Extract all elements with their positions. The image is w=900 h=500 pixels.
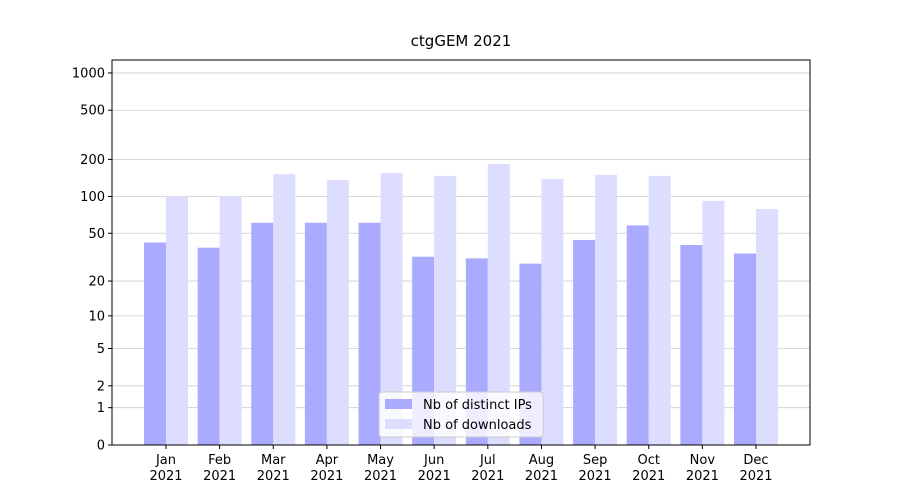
bar (648, 175, 671, 445)
y-tick-label: 1 (97, 401, 105, 416)
x-tick-label: Jul 2021 (471, 453, 505, 484)
legend-label: Nb of distinct IPs (423, 398, 532, 413)
bar (595, 174, 618, 445)
plot-frame (111, 59, 811, 446)
y-tick-label: 2 (97, 379, 105, 394)
bar (358, 222, 381, 445)
x-tick-label: Dec 2021 (739, 453, 773, 484)
bar (144, 242, 166, 445)
x-tick-label: Jan 2021 (149, 453, 183, 484)
y-tick-label: 20 (88, 275, 105, 290)
x-tick-label: Aug 2021 (524, 453, 558, 484)
bar (166, 196, 188, 445)
bar (702, 200, 725, 445)
bar (734, 253, 756, 445)
bar (756, 209, 778, 445)
bar (541, 178, 564, 445)
y-tick-label: 1000 (72, 66, 105, 81)
chart-title: ctgGEM 2021 (411, 32, 512, 50)
x-tick-label: May 2021 (363, 453, 398, 484)
bar (273, 174, 296, 446)
legend-label: Nb of downloads (423, 418, 532, 433)
y-tick-label: 500 (80, 104, 105, 119)
bar (304, 222, 327, 445)
y-tick-label: 100 (80, 190, 105, 205)
bar (219, 196, 242, 445)
bar (251, 222, 274, 445)
legend-swatch (385, 419, 412, 429)
y-tick-label: 50 (88, 227, 105, 242)
x-tick-label: Apr 2021 (310, 453, 344, 484)
bar (573, 240, 596, 445)
y-tick-label: 0 (97, 439, 105, 454)
y-tick-label: 10 (88, 309, 105, 324)
x-tick-label: Nov 2021 (685, 453, 719, 484)
x-tick-label: Mar 2021 (256, 453, 290, 484)
bar (434, 175, 457, 445)
bar (380, 173, 403, 446)
bar (197, 247, 220, 445)
x-tick-label: Sep 2021 (578, 453, 612, 484)
legend-swatch (385, 399, 412, 409)
x-tick-label: Jun 2021 (417, 453, 451, 484)
bar (680, 245, 703, 445)
y-tick-label: 200 (80, 153, 105, 168)
y-tick-label: 5 (97, 342, 105, 357)
x-tick-label: Oct 2021 (632, 453, 666, 484)
bar (326, 180, 349, 445)
bar (487, 163, 510, 446)
x-tick-label: Feb 2021 (203, 453, 237, 484)
legend-box (378, 391, 544, 438)
bar (626, 225, 649, 445)
